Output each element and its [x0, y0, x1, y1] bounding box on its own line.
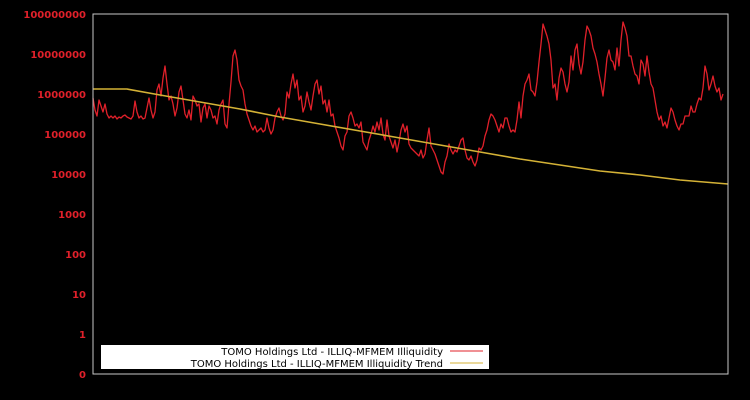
y-tick-label: 1000000 — [37, 90, 86, 101]
y-tick-label: 1000 — [58, 210, 86, 221]
legend-label-illiquidity: TOMO Holdings Ltd - ILLIQ-MFMEM Illiquid… — [220, 347, 443, 358]
y-tick-label: 1 — [79, 330, 86, 341]
y-tick-label: 10000000 — [30, 50, 86, 61]
legend: TOMO Holdings Ltd - ILLIQ-MFMEM Illiquid… — [101, 345, 489, 370]
y-axis-ticks: 1000000001000000010000001000001000010001… — [23, 10, 86, 381]
y-tick-label: 10 — [72, 290, 86, 301]
legend-label-trend: TOMO Holdings Ltd - ILLIQ-MFMEM Illiquid… — [190, 359, 443, 370]
y-tick-label: 100000000 — [23, 10, 86, 21]
legend-box — [101, 345, 489, 369]
illiquidity-trend-line — [93, 88, 729, 185]
series-layer — [92, 21, 729, 185]
y-tick-label: 100 — [65, 250, 86, 261]
y-tick-label: 0 — [79, 370, 86, 381]
y-tick-label: 10000 — [51, 170, 86, 181]
illiquidity-line — [92, 21, 724, 175]
plot-area-frame — [92, 13, 729, 375]
y-tick-label: 100000 — [44, 130, 86, 141]
